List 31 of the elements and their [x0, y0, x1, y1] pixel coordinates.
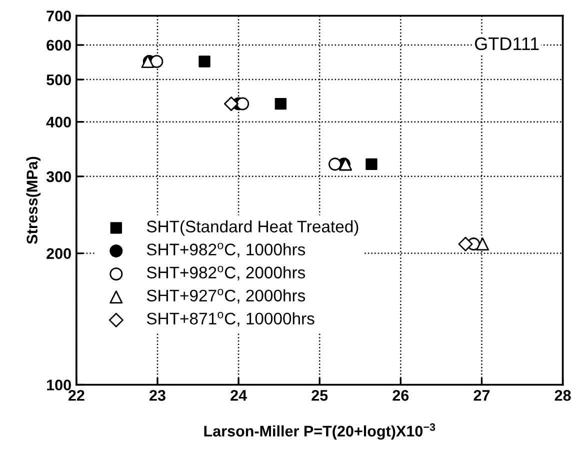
- x-tick-label: 23: [150, 390, 166, 401]
- legend-label: SHT(Standard Heat Treated): [146, 220, 358, 236]
- y-tick-label: 500: [46, 74, 71, 86]
- point: [458, 236, 473, 252]
- point: [274, 98, 287, 110]
- x-tick-label: 27: [474, 390, 490, 401]
- legend-label: SHT+982$^{o}$C, 1000hrs: [146, 242, 306, 258]
- x-tick-label: 28: [554, 390, 571, 401]
- x-tick-label: 22: [68, 390, 84, 401]
- y-axis-title: Stress(MPa): [26, 156, 41, 244]
- x-axis-title: Larson-Miller P=T(20+logt)X10$^{−3}$: [204, 423, 436, 440]
- point: [476, 238, 490, 251]
- legend-label: SHT+927$^{o}$C, 2000hrs: [146, 288, 306, 304]
- legend-label: SHT+982$^{o}$C, 2000hrs: [146, 266, 306, 280]
- legend-label: SHT+871$^{o}$C, 10000hrs: [146, 312, 314, 327]
- x-tick-label: 25: [312, 390, 328, 401]
- y-tick-label: 100: [47, 380, 71, 390]
- point: [328, 158, 342, 171]
- annotation: GTD111: [474, 37, 539, 50]
- point: [150, 54, 164, 68]
- y-tick-label: 600: [46, 40, 71, 51]
- y-tick-label: 400: [46, 116, 71, 128]
- x-tick-label: 26: [392, 390, 409, 401]
- y-tick-label: 200: [46, 248, 71, 259]
- y-tick-label: 300: [46, 171, 71, 182]
- point: [366, 158, 378, 170]
- x-tick-label: 24: [230, 390, 247, 401]
- point: [236, 97, 250, 110]
- point: [198, 56, 210, 68]
- point: [224, 96, 239, 112]
- y-tick-label: 700: [46, 10, 71, 22]
